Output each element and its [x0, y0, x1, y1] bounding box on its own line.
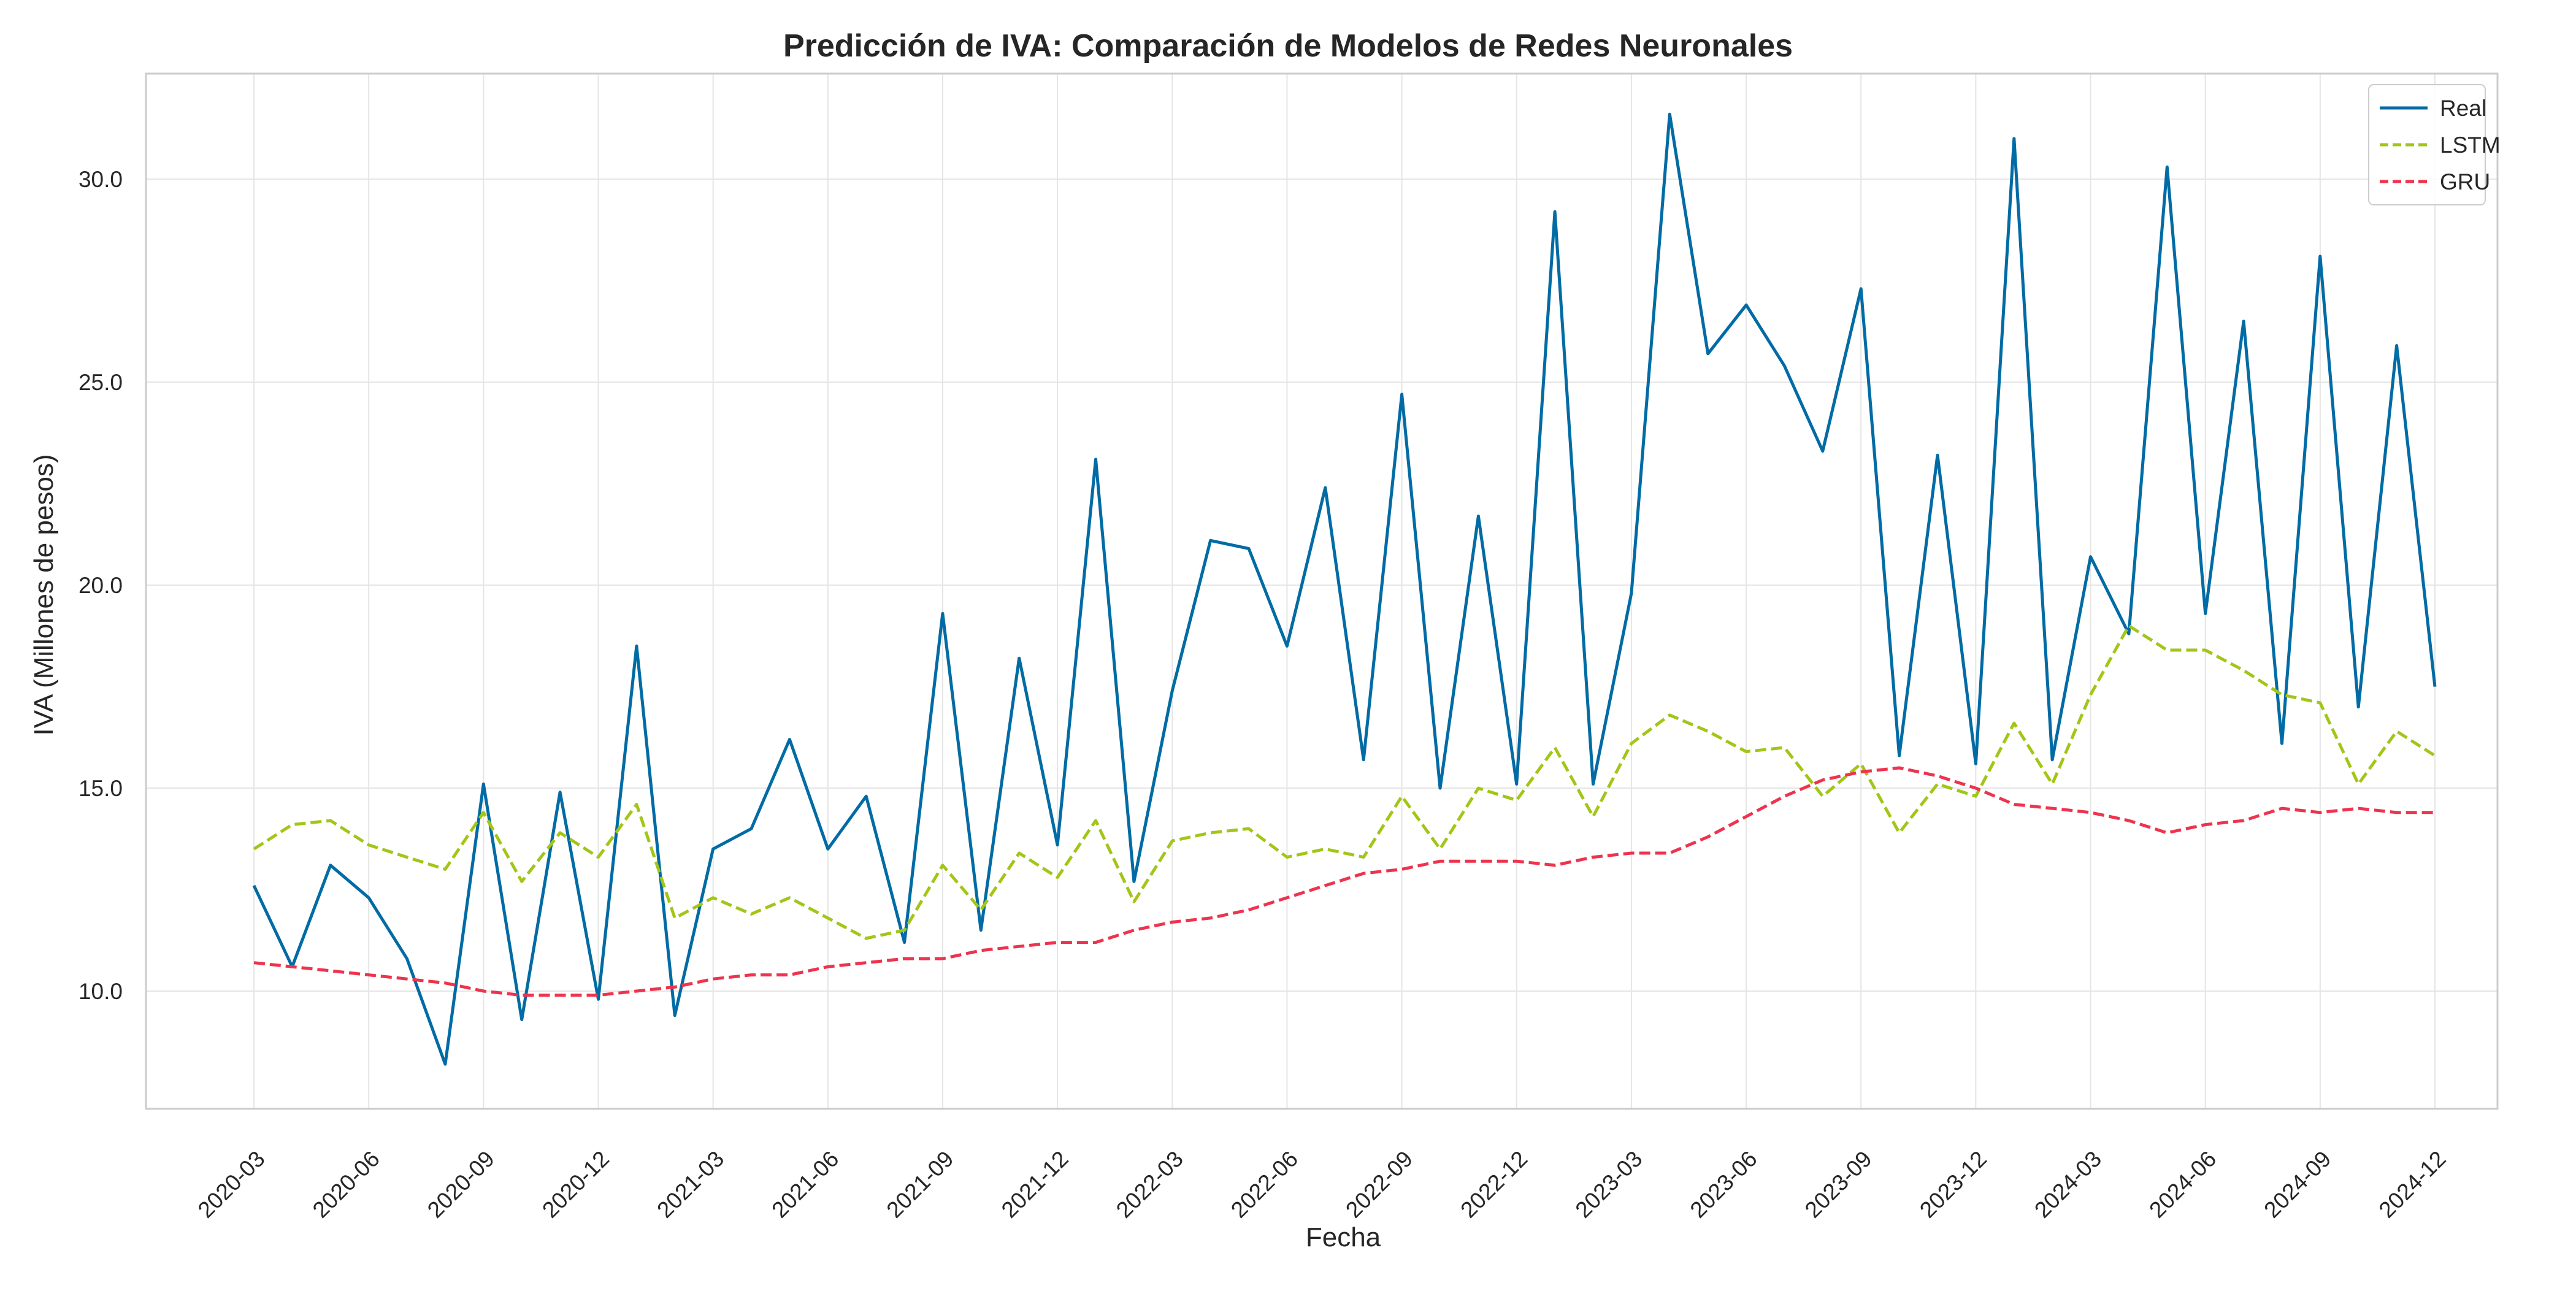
- x-tick-label: 2022-06: [1226, 1146, 1303, 1223]
- x-tick-label: 2024-12: [2374, 1146, 2451, 1223]
- x-tick-label: 2020-06: [308, 1146, 385, 1223]
- x-tick-label: 2023-03: [1571, 1146, 1647, 1223]
- x-tick-label: 2023-12: [1915, 1146, 1991, 1223]
- y-tick-label: 15.0: [79, 776, 123, 801]
- x-tick-label: 2024-06: [2144, 1146, 2221, 1223]
- y-axis-label: IVA (Millones de pesos): [29, 454, 59, 736]
- x-tick-label: 2020-12: [537, 1146, 614, 1223]
- y-tick-label: 30.0: [79, 167, 123, 192]
- legend-label-gru: GRU: [2440, 169, 2490, 194]
- legend-label-real: Real: [2440, 96, 2486, 121]
- legend: Real LSTM GRU: [2368, 84, 2501, 205]
- grid: [146, 74, 2497, 1109]
- x-tick-label: 2020-03: [193, 1146, 270, 1223]
- series-layer: [252, 112, 2437, 1066]
- x-tick-label: 2021-12: [997, 1146, 1073, 1223]
- legend-label-lstm: LSTM: [2440, 132, 2501, 158]
- x-axis: 2020-03 2020-06 2020-09 2020-12 2021-03 2021-…: [193, 1146, 2451, 1223]
- x-tick-label: 2021-06: [767, 1146, 843, 1223]
- x-tick-label: 2022-03: [1111, 1146, 1188, 1223]
- plot-frame: [145, 72, 2499, 1110]
- x-tick-label: 2022-12: [1455, 1146, 1532, 1223]
- y-tick-label: 20.0: [79, 573, 123, 598]
- x-tick-label: 2024-03: [2030, 1146, 2106, 1223]
- series-line-gru: [253, 766, 2435, 997]
- x-tick-label: 2023-09: [1800, 1146, 1877, 1223]
- series-line-real: [252, 112, 2437, 1066]
- x-tick-label: 2020-09: [423, 1146, 499, 1223]
- y-tick-label: 25.0: [79, 370, 123, 395]
- chart-title: Predicción de IVA: Comparación de Modelo…: [783, 28, 1793, 64]
- y-tick-label: 10.0: [79, 979, 123, 1004]
- series-line-lstm: [253, 624, 2436, 940]
- x-tick-label: 2022-09: [1341, 1146, 1417, 1223]
- y-axis: 10.0 15.0 20.0 25.0 30.0: [79, 167, 123, 1004]
- x-tick-label: 2021-09: [882, 1146, 959, 1223]
- x-tick-label: 2024-09: [2259, 1146, 2336, 1223]
- x-tick-label: 2021-03: [652, 1146, 729, 1223]
- x-axis-label: Fecha: [1306, 1222, 1381, 1252]
- x-tick-label: 2023-06: [1685, 1146, 1762, 1223]
